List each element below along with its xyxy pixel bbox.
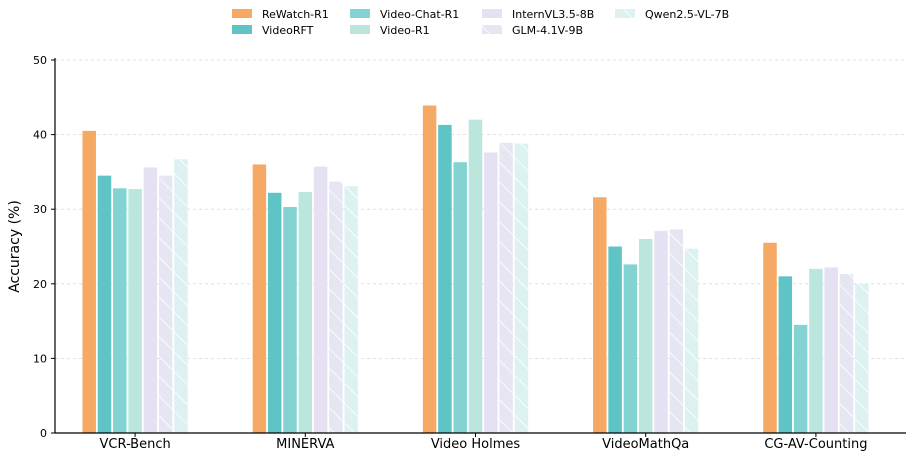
bar [654,230,668,433]
legend-swatch [350,9,370,18]
legend-item: Video-Chat-R1 [350,8,459,21]
legend-label: ReWatch-R1 [262,8,329,21]
y-tick-label: 50 [33,54,47,67]
legend-swatch-hatch [482,25,502,34]
bar-hatch [839,274,854,433]
bar [438,124,452,433]
legend-item: Video-R1 [350,24,430,37]
bar [763,242,777,433]
y-tick-label: 40 [33,129,47,142]
bar-hatch [329,181,343,433]
legend: ReWatch-R1 VideoRFT Video-Chat-R1 Video-R1 I… [232,8,729,37]
legend-label: VideoRFT [262,24,314,37]
bar [267,192,282,433]
bar-hatch [158,175,173,433]
bar [593,197,607,433]
bar [143,167,158,433]
bar-hatch [344,186,358,433]
bar-hatch [514,143,529,433]
y-tick-label: 10 [33,352,47,365]
bar [638,239,653,433]
legend-item: ReWatch-R1 [232,8,329,21]
legend-item: Qwen2.5-VL-7B [615,8,729,21]
x-tick-label: MINERVA [276,437,334,452]
legend-swatch [482,9,502,18]
legend-swatch-hatch [615,9,635,18]
legend-label: Video-Chat-R1 [380,8,459,21]
legend-item: VideoRFT [232,24,314,37]
legend-label: Qwen2.5-VL-7B [645,8,729,21]
y-axis-title: Accuracy (%) [7,200,23,293]
y-tick-label: 20 [33,278,47,291]
bar-hatch [499,142,513,433]
y-tick-label: 0 [40,427,47,440]
legend-label: GLM-4.1V-9B [512,24,583,37]
bar [128,189,142,433]
bar [824,267,838,433]
bar [809,268,823,433]
bar [608,246,622,433]
y-tick-label: 30 [33,203,47,216]
x-tick-label: VCR-Bench [99,437,170,452]
legend-item: GLM-4.1V-9B [482,24,583,37]
x-tick-label: CG-AV-Counting [764,437,867,452]
bar [82,130,96,433]
bar [468,119,483,434]
x-tick-label: VideoMathQa [602,437,689,452]
legend-item: InternVL3.5-8B [482,8,594,21]
bar [283,206,297,433]
bar-hatch [684,248,699,433]
bar-hatch [174,159,188,433]
bar [793,324,808,433]
legend-label: InternVL3.5-8B [512,8,594,21]
bars [82,105,869,434]
bar [778,276,793,433]
bar [422,105,437,434]
bar [623,264,638,433]
bar [484,152,498,433]
bar [252,164,267,433]
bar [313,166,328,434]
bar [453,162,467,433]
x-tick-label: Video Holmes [431,437,521,452]
bar [113,188,127,433]
legend-swatch [350,25,370,34]
bar [97,175,112,433]
axes: 0 10 20 30 40 50 VCR-Bench MINERVA Video Holmes V… [33,54,906,452]
bar [298,192,313,433]
legend-label: Video-R1 [380,24,430,37]
bar-hatch [669,229,684,433]
legend-swatch [232,9,252,18]
bar-hatch [855,283,869,433]
legend-swatch [232,25,252,34]
